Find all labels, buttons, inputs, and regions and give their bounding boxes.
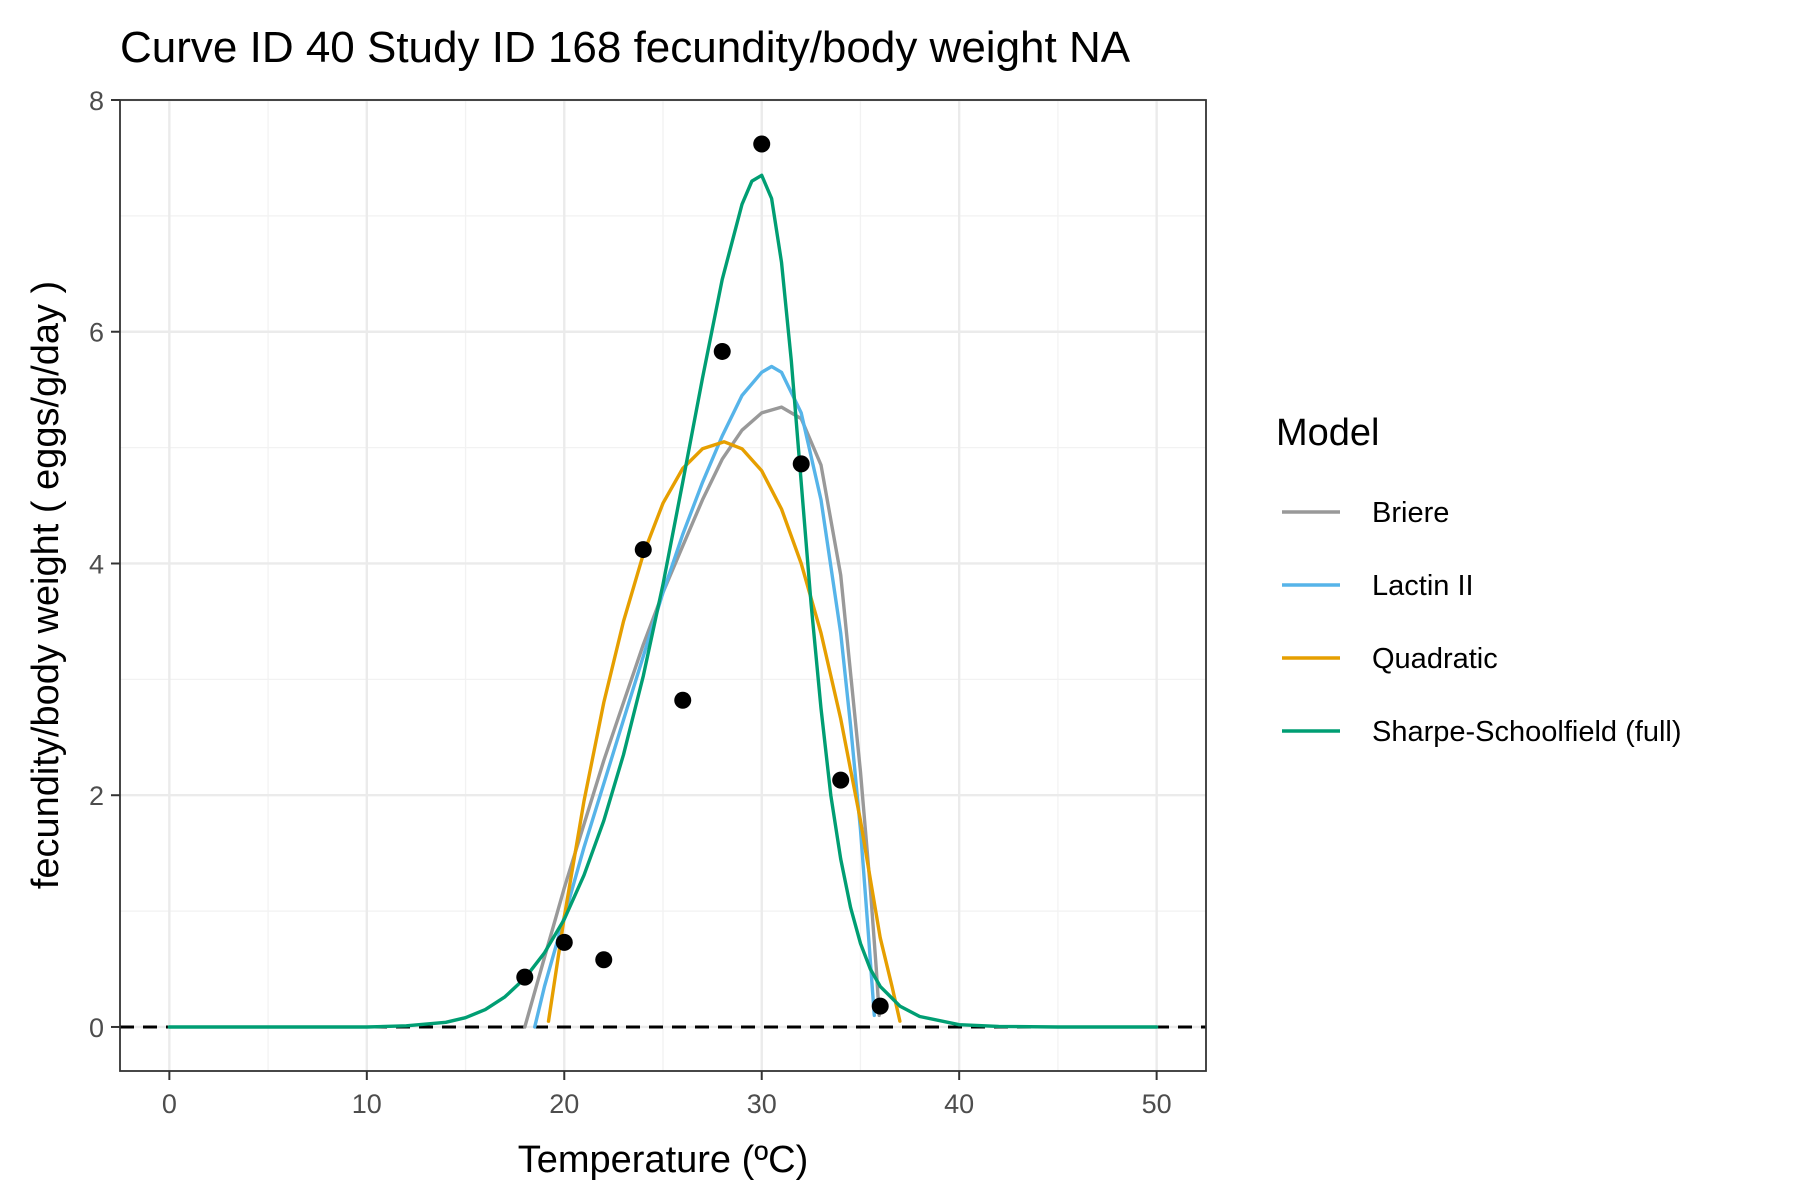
y-tick-label: 2 bbox=[89, 781, 104, 811]
series-line-briere bbox=[523, 405, 881, 1029]
y-tick-label: 6 bbox=[89, 318, 104, 348]
data-point bbox=[832, 771, 850, 789]
x-tick-label: 30 bbox=[747, 1089, 777, 1119]
x-tick-label: 0 bbox=[162, 1089, 177, 1119]
panel-border bbox=[119, 99, 1207, 1072]
y-tick-label: 0 bbox=[89, 1013, 104, 1043]
chart-title: Curve ID 40 Study ID 168 fecundity/body … bbox=[120, 23, 1131, 72]
data-point bbox=[792, 455, 810, 473]
series-line-quadratic bbox=[546, 440, 902, 1023]
legend-items: Briere Lactin II Quadratic Sharpe-Schoolfie… bbox=[1282, 497, 1681, 748]
panel bbox=[119, 98, 1207, 1072]
x-axis-title: Temperature (ºC) bbox=[518, 1139, 809, 1181]
legend-label: Lactin II bbox=[1372, 570, 1474, 602]
data-point bbox=[713, 342, 731, 360]
data-point bbox=[753, 135, 771, 153]
data-point bbox=[674, 691, 692, 709]
data-point bbox=[516, 968, 534, 986]
x-axis-ticks: 0 10 20 30 40 50 bbox=[162, 1071, 1172, 1119]
y-tick-label: 8 bbox=[89, 86, 104, 116]
legend: Model Briere Lactin II Quadratic Sharpe-Sch… bbox=[1276, 412, 1681, 748]
x-tick-label: 50 bbox=[1142, 1089, 1172, 1119]
observed-points bbox=[516, 135, 889, 1015]
x-tick-label: 10 bbox=[352, 1089, 382, 1119]
legend-label: Sharpe-Schoolfield (full) bbox=[1372, 716, 1681, 748]
legend-label: Briere bbox=[1372, 497, 1449, 529]
series-line-lactin-ii bbox=[533, 364, 876, 1029]
data-point bbox=[634, 541, 652, 559]
legend-label: Quadratic bbox=[1372, 643, 1498, 675]
legend-title: Model bbox=[1276, 412, 1380, 454]
data-point bbox=[595, 951, 613, 969]
y-tick-label: 4 bbox=[89, 549, 104, 579]
y-axis-title: fecundity/body weight ( eggs/g/day ) bbox=[25, 281, 67, 889]
x-tick-label: 40 bbox=[944, 1089, 974, 1119]
x-tick-label: 20 bbox=[549, 1089, 579, 1119]
data-point bbox=[555, 933, 573, 951]
data-point bbox=[871, 997, 889, 1015]
series-line-sharpe-schoolfield-full bbox=[167, 173, 1159, 1029]
y-axis-ticks: 0 2 4 6 8 bbox=[89, 86, 120, 1043]
model-curves bbox=[167, 173, 1159, 1029]
